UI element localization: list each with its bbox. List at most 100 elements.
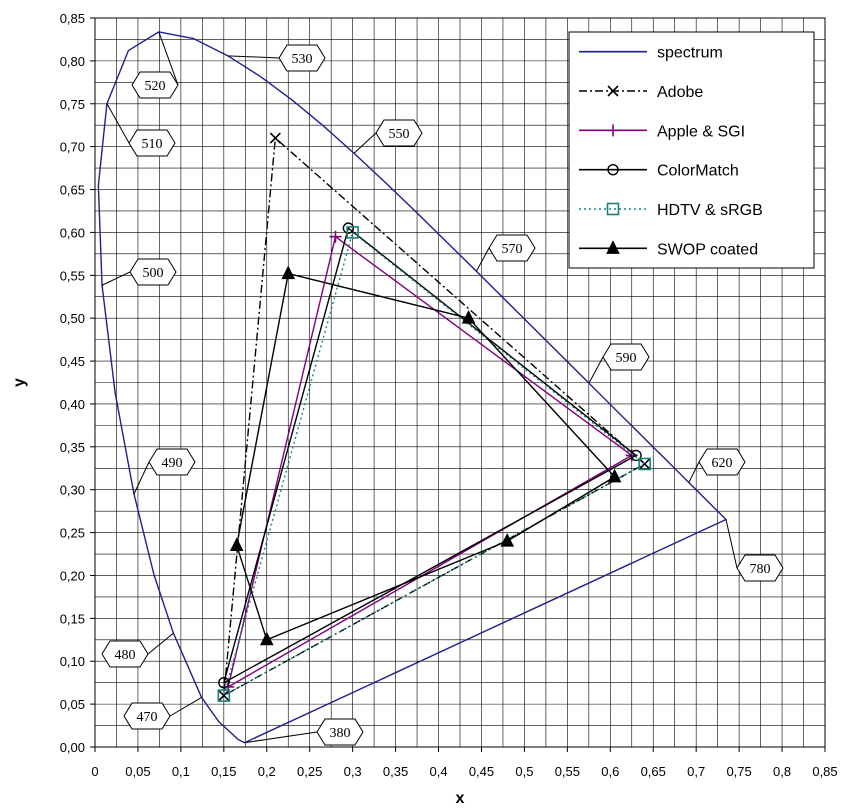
y-tick-label: 0,75 <box>60 97 85 112</box>
y-tick-label: 0,20 <box>60 568 85 583</box>
legend: spectrum Adobe Apple & SGI ColorMatch HDTV &… <box>568 31 815 269</box>
legend-item: SWOP coated <box>579 240 758 258</box>
data-point-marker <box>607 468 622 483</box>
legend-box <box>568 31 815 269</box>
legend-item: spectrum <box>579 45 723 62</box>
y-tick-label: 0,40 <box>60 397 85 412</box>
callout-leader <box>106 103 130 144</box>
y-tick-label: 0,55 <box>60 268 85 283</box>
callout-leader <box>475 247 490 272</box>
x-tick-label: 0 <box>91 764 98 779</box>
callout-box <box>698 448 746 476</box>
callout-text: 380 <box>330 726 351 741</box>
x-tick-label: 0,15 <box>211 764 236 779</box>
wavelength-labels: 380 470 480 490 500 510 520 530 550 570 590 620 780 <box>101 31 784 746</box>
callout-leader <box>725 519 738 569</box>
data-point-marker <box>461 310 476 324</box>
series-line <box>223 231 646 697</box>
y-tick-label: 0,30 <box>60 483 85 498</box>
callout-box <box>602 343 650 371</box>
legend-label: Adobe <box>657 84 703 101</box>
x-tick-label: 0,65 <box>641 764 666 779</box>
y-tick-label: 0,45 <box>60 354 85 369</box>
x-tick-label: 0,7 <box>687 764 705 779</box>
wavelength-label-530: 530 <box>227 44 326 72</box>
callout-box <box>316 718 364 746</box>
y-tick-label: 0,80 <box>60 54 85 69</box>
y-tick-label: 0,65 <box>60 183 85 198</box>
data-point-marker <box>218 689 230 702</box>
x-tick-label: 0,45 <box>469 764 494 779</box>
wavelength-label-470: 470 <box>123 696 202 730</box>
wavelength-label-380: 380 <box>244 718 364 746</box>
x-tick-label: 0,1 <box>172 764 190 779</box>
wavelength-label-620: 620 <box>688 448 746 483</box>
wavelength-label-550: 550 <box>353 119 423 154</box>
series-hdtv-srgb <box>217 226 651 702</box>
callout-text: 510 <box>142 137 163 152</box>
series-layer <box>97 31 727 744</box>
data-point-marker <box>638 457 651 471</box>
series-swop-coated <box>229 265 622 646</box>
x-tick-label: 0,55 <box>555 764 580 779</box>
wavelength-label-590: 590 <box>588 343 650 384</box>
callout-box <box>123 702 171 730</box>
x-tick-label: 0,05 <box>125 764 150 779</box>
x-tick-label: 0,25 <box>297 764 322 779</box>
callout-text: 780 <box>750 562 771 577</box>
callout-leader <box>169 696 202 717</box>
y-tick-label: 0,05 <box>60 697 85 712</box>
wavelength-label-520: 520 <box>131 31 179 99</box>
legend-marker <box>607 163 619 176</box>
x-tick-label: 0,3 <box>344 764 362 779</box>
wavelength-label-570: 570 <box>475 234 536 272</box>
callout-leader <box>147 632 174 655</box>
x-tick-label: 0,4 <box>429 764 447 779</box>
callout-leader <box>158 31 179 86</box>
data-point-marker <box>329 230 342 243</box>
callout-text: 520 <box>145 79 166 94</box>
wavelength-label-490: 490 <box>133 448 196 495</box>
legend-item: ColorMatch <box>579 163 739 180</box>
callout-box <box>129 258 177 286</box>
series-colormatch <box>218 222 642 689</box>
callout-box <box>131 71 179 99</box>
y-tick-label: 0,15 <box>60 611 85 626</box>
legend-item: HDTV & sRGB <box>579 202 763 219</box>
x-tick-label: 0,2 <box>258 764 276 779</box>
callout-text: 530 <box>292 52 313 67</box>
series-spectrum <box>97 31 727 744</box>
legend-label: SWOP coated <box>657 241 758 258</box>
legend-label: spectrum <box>657 45 723 62</box>
callout-leader <box>244 731 318 744</box>
x-tick-label: 0,75 <box>726 764 751 779</box>
legend-marker <box>607 124 619 137</box>
wavelength-label-500: 500 <box>101 258 177 286</box>
callout-box <box>128 129 176 157</box>
y-tick-label: 0,00 <box>60 740 85 755</box>
legend-label: Apple & SGI <box>657 123 745 140</box>
x-tick-labels: 0 0,05 0,1 0,15 0,2 0,25 0,3 0,35 0,4 0,45 0,5 0,55… <box>91 747 838 779</box>
y-tick-label: 0,85 <box>60 11 85 26</box>
wavelength-label-510: 510 <box>106 103 176 157</box>
data-point-marker <box>342 222 355 234</box>
y-tick-label: 0,35 <box>60 440 85 455</box>
callout-box <box>278 44 326 72</box>
callout-box <box>101 640 149 668</box>
legend-item: Adobe <box>579 84 703 101</box>
x-tick-label: 0,85 <box>812 764 837 779</box>
callout-leader <box>101 271 131 286</box>
x-axis-title: x <box>456 790 465 807</box>
callout-text: 620 <box>712 456 733 471</box>
legend-label: ColorMatch <box>657 163 739 180</box>
callout-text: 550 <box>389 127 410 142</box>
y-tick-labels: 0,00 0,05 0,10 0,15 0,20 0,25 0,30 0,35 0,40 0,45… <box>60 11 95 755</box>
callout-box <box>488 234 536 262</box>
callout-box <box>736 554 784 582</box>
y-tick-label: 0,70 <box>60 140 85 155</box>
y-axis-title: y <box>11 378 28 387</box>
wavelength-label-780: 780 <box>725 519 784 582</box>
x-tick-label: 0,5 <box>515 764 533 779</box>
data-point-marker <box>259 631 274 646</box>
